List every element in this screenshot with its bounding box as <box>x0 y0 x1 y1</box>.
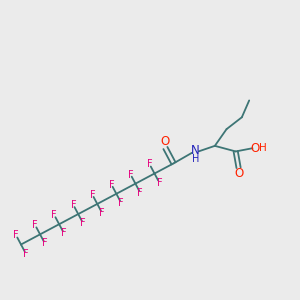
Text: F: F <box>147 159 152 170</box>
Text: F: F <box>61 228 67 239</box>
Text: F: F <box>99 208 105 218</box>
Text: N: N <box>191 144 200 157</box>
Text: F: F <box>109 180 114 190</box>
Text: O: O <box>161 135 170 148</box>
Text: F: F <box>118 198 124 208</box>
Text: F: F <box>32 220 38 230</box>
Text: F: F <box>52 210 57 220</box>
Text: F: F <box>128 169 134 179</box>
Text: F: F <box>42 238 48 248</box>
Text: F: F <box>157 178 162 188</box>
Text: O: O <box>234 167 243 180</box>
Text: O: O <box>250 142 260 155</box>
Text: H: H <box>192 154 199 164</box>
Text: F: F <box>137 188 143 198</box>
Text: F: F <box>80 218 86 228</box>
Text: F: F <box>13 230 19 240</box>
Text: F: F <box>90 190 95 200</box>
Text: F: F <box>70 200 76 210</box>
Text: F: F <box>23 249 29 259</box>
Text: H: H <box>259 143 266 153</box>
